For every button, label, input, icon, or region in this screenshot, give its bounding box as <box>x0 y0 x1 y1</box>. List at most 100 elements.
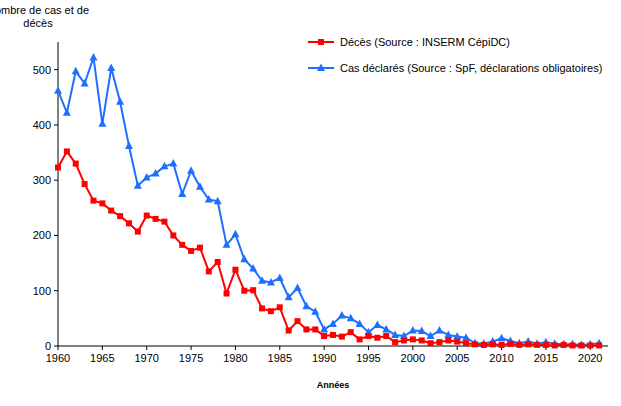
y-tick-label: 500 <box>33 64 51 76</box>
point <box>215 259 221 265</box>
point <box>153 216 159 222</box>
point <box>224 290 230 296</box>
x-tick-label: 1980 <box>223 352 247 364</box>
point <box>347 314 355 322</box>
y-tick-label: 200 <box>33 229 51 241</box>
point <box>108 208 114 214</box>
point <box>54 86 62 94</box>
point <box>178 190 186 198</box>
point <box>82 181 88 187</box>
legend-label: Décès (Source : INSERM CépiDC) <box>340 36 510 48</box>
point <box>490 341 496 347</box>
chart: 0100200300400500196019651970197519801985… <box>0 0 621 406</box>
point <box>214 197 222 205</box>
point <box>205 195 213 203</box>
point <box>418 327 426 335</box>
point <box>365 333 371 339</box>
point <box>596 342 602 348</box>
point <box>391 330 399 338</box>
point <box>427 332 435 340</box>
point <box>160 162 168 170</box>
point <box>241 288 247 294</box>
point <box>348 329 354 335</box>
y-axis-label: décès <box>23 17 53 29</box>
point <box>249 264 257 272</box>
point <box>499 342 505 348</box>
point <box>560 340 568 348</box>
point <box>135 229 141 235</box>
point <box>90 198 96 204</box>
point <box>170 232 176 238</box>
x-tick-label: 1985 <box>268 352 292 364</box>
point <box>374 335 380 341</box>
y-tick <box>54 124 58 125</box>
y-tick-label: 100 <box>33 285 51 297</box>
x-tick-label: 1965 <box>90 352 114 364</box>
point <box>169 159 177 167</box>
point <box>561 342 567 348</box>
point <box>161 219 167 225</box>
point <box>258 276 266 284</box>
point <box>453 332 461 340</box>
x-tick-label: 1995 <box>356 352 380 364</box>
point <box>134 181 142 189</box>
point <box>144 213 150 219</box>
point <box>578 342 584 348</box>
series <box>55 148 602 348</box>
point <box>329 319 337 327</box>
point <box>107 63 115 71</box>
legend: Décès (Source : INSERM CépiDC) Cas déclar… <box>308 36 602 74</box>
point <box>55 164 61 170</box>
point <box>286 328 292 334</box>
x-tick <box>412 346 413 350</box>
point <box>63 108 71 116</box>
x-tick <box>58 346 59 350</box>
point <box>98 119 106 127</box>
point <box>250 287 256 293</box>
point <box>410 336 416 342</box>
x-tick <box>146 346 147 350</box>
point <box>525 341 531 347</box>
point <box>179 242 185 248</box>
point <box>373 320 381 328</box>
x-tick <box>368 346 369 350</box>
legend-label: Cas déclarés (Source : SpF, déclarations… <box>340 62 602 74</box>
point <box>232 267 238 273</box>
point <box>188 248 194 254</box>
point <box>428 340 434 346</box>
point <box>587 342 593 348</box>
point <box>152 169 160 177</box>
point <box>206 268 212 274</box>
x-tick <box>191 346 192 350</box>
point <box>187 166 195 174</box>
point <box>116 97 124 105</box>
x-tick-label: 1960 <box>46 352 70 364</box>
point <box>117 213 123 219</box>
point <box>259 305 265 311</box>
point <box>196 182 204 190</box>
point <box>267 278 275 286</box>
point <box>64 148 70 154</box>
y-tick-label: 400 <box>33 119 51 131</box>
point <box>357 336 363 342</box>
point <box>277 304 283 310</box>
y-tick <box>54 290 58 291</box>
y-tick-label: 300 <box>33 174 51 186</box>
x-tick <box>235 346 236 350</box>
point <box>356 319 364 327</box>
point <box>276 274 284 282</box>
x-tick-label: 2020 <box>578 352 602 364</box>
point <box>570 342 576 348</box>
point <box>295 318 301 324</box>
point <box>516 342 522 348</box>
point <box>338 311 346 319</box>
point <box>472 341 478 347</box>
point <box>462 333 470 341</box>
point <box>321 333 327 339</box>
x-axis-label: Années <box>317 380 350 390</box>
point <box>419 337 425 343</box>
point <box>382 325 390 333</box>
x-tick <box>279 346 280 350</box>
point <box>339 334 345 340</box>
point <box>330 332 336 338</box>
